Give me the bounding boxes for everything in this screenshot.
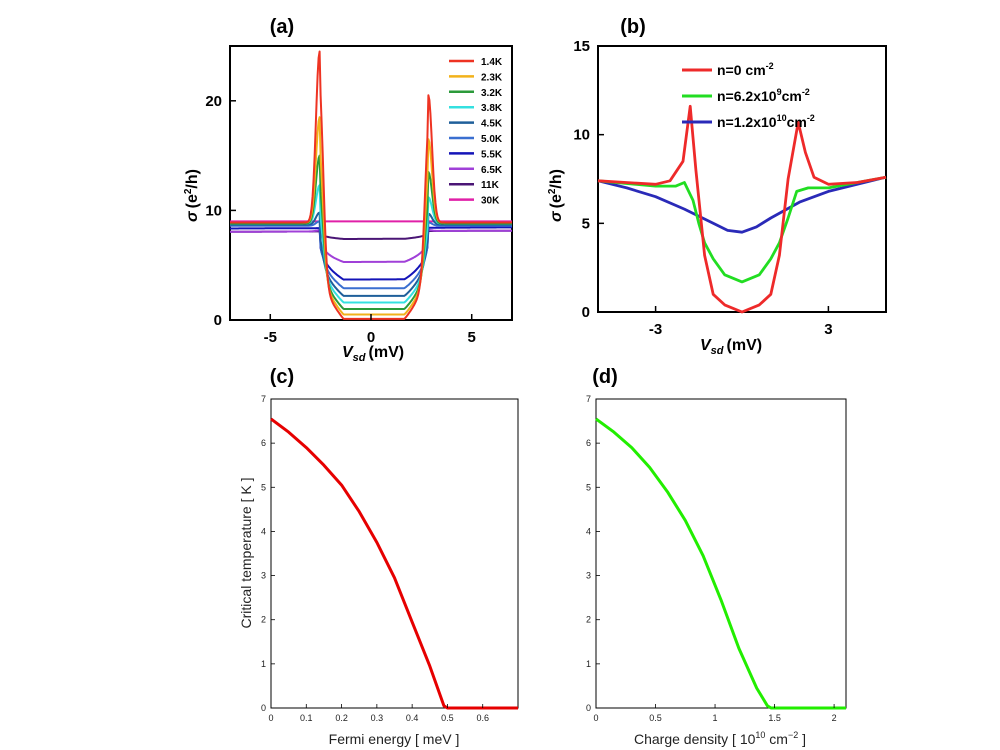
- y-tick-label: 6: [261, 438, 266, 448]
- series-5.0K: [230, 220, 512, 290]
- panel-b-ticks: -3 3 0 5 10 15: [573, 38, 832, 338]
- panel-b: (b) -3 3 0 5 10 15 n=0 cm-2 n=6.2x109cm-2 n=1.2…: [547, 16, 887, 357]
- y-tick-label: 0: [582, 304, 590, 321]
- panel-c-ticks: 0 0.1 0.2 0.3 0.4 0.5 0.6 0 1 2 3 4 5 6 7: [261, 394, 489, 723]
- panel-a-label: (a): [270, 16, 294, 38]
- series-2: [597, 175, 887, 234]
- legend-entry: 2.3K: [481, 72, 503, 83]
- y-tick-label: 3: [261, 571, 266, 581]
- panel-d-xlabel: Charge density [ 1010 cm−2 ]: [634, 730, 806, 747]
- x-tick-label: -5: [264, 329, 277, 346]
- legend-entry: n=1.2x1010cm-2: [717, 113, 815, 130]
- series-4.5K: [230, 211, 512, 297]
- x-tick-label: 0: [593, 713, 598, 723]
- y-tick-label: 1: [586, 659, 591, 669]
- y-tick-label: 15: [573, 38, 590, 55]
- y-tick-label: 3: [586, 571, 591, 581]
- legend-entry: 5.0K: [481, 134, 503, 145]
- y-tick-label: 0: [586, 703, 591, 713]
- panel-c-frame: [270, 398, 519, 709]
- series-5.5K: [230, 226, 512, 281]
- panel-c-label: (c): [270, 366, 294, 388]
- legend-entry: 30K: [481, 196, 500, 207]
- panel-d-frame: [595, 398, 847, 709]
- x-tick-label: 1.5: [768, 713, 781, 723]
- panel-a-ylabel: σ(e2/h): [183, 169, 201, 222]
- panel-b-label: (b): [620, 16, 646, 38]
- x-tick-label: 5: [468, 329, 476, 346]
- tc-curve-d: [595, 417, 846, 710]
- panel-d-label: (d): [592, 366, 618, 388]
- y-tick-label: 10: [573, 127, 590, 144]
- x-tick-label: 0.5: [441, 713, 454, 723]
- series-3.2K: [230, 154, 512, 310]
- legend-entry: 6.5K: [481, 165, 503, 176]
- y-tick-label: 2: [261, 615, 266, 625]
- panel-a-legend: 1.4K 2.3K 3.2K 3.8K 4.5K 5.0K 5.5K 6.5K 11K 30K: [449, 57, 503, 207]
- x-tick-label: 1: [713, 713, 718, 723]
- x-tick-label: 0: [268, 713, 273, 723]
- legend-entry: n=6.2x109cm-2: [717, 87, 810, 104]
- panel-b-legend: n=0 cm-2 n=6.2x109cm-2 n=1.2x1010cm-2: [682, 61, 815, 130]
- x-tick-label: 0.6: [476, 713, 489, 723]
- x-tick-label: 2: [832, 713, 837, 723]
- x-tick-label: 3: [824, 321, 832, 338]
- legend-entry: 1.4K: [481, 57, 503, 68]
- legend-entry: 3.2K: [481, 88, 503, 99]
- panel-a-ticks: -5 0 5 0 10 20: [205, 93, 476, 346]
- series-0: [597, 104, 887, 314]
- x-tick-label: 0: [367, 329, 375, 346]
- y-tick-label: 20: [205, 93, 222, 110]
- y-tick-label: 2: [586, 615, 591, 625]
- y-tick-label: 5: [586, 482, 591, 492]
- panel-c-xlabel: Fermi energy [ meV ]: [329, 731, 460, 747]
- y-tick-label: 5: [261, 482, 266, 492]
- y-tick-label: 0: [214, 312, 222, 329]
- x-tick-label: 0.5: [649, 713, 662, 723]
- y-tick-label: 4: [261, 526, 266, 536]
- x-tick-label: 0.1: [300, 713, 313, 723]
- legend-entry: 11K: [481, 180, 500, 191]
- panel-c-curves: [270, 417, 518, 710]
- series-1: [597, 175, 887, 284]
- legend-entry: n=0 cm-2: [717, 61, 774, 78]
- y-tick-label: 1: [261, 659, 266, 669]
- legend-entry: 5.5K: [481, 149, 503, 160]
- panel-d: (d) 0 0.5 1 1.5 2 0 1 2 3 4 5 6 7 Charge density [ 1…: [586, 366, 847, 747]
- x-tick-label: 0.3: [371, 713, 384, 723]
- y-tick-label: 4: [586, 526, 591, 536]
- y-tick-label: 5: [582, 215, 590, 232]
- legend-entry: 3.8K: [481, 103, 503, 114]
- series-2.3K: [230, 116, 512, 316]
- y-tick-label: 10: [205, 202, 222, 219]
- panel-b-xlabel: Vsd (mV): [700, 337, 762, 357]
- y-tick-label: 7: [261, 394, 266, 404]
- y-tick-label: 7: [586, 394, 591, 404]
- panel-d-curves: [595, 417, 846, 710]
- y-tick-label: 6: [586, 438, 591, 448]
- panel-b-ylabel: σ(e2/h): [547, 169, 565, 222]
- panel-b-frame: [597, 45, 887, 313]
- x-tick-label: 0.2: [335, 713, 348, 723]
- panel-a-xlabel: Vsd (mV): [342, 344, 404, 364]
- panel-a: (a) -5 0 5 0 10 20 1.4K 2.3K 3.2K 3.8K 4.5K 5.0K 5.…: [183, 16, 513, 364]
- panel-b-curves: [597, 104, 887, 314]
- panel-c: (c) 0 0.1 0.2 0.3 0.4 0.5 0.6 0 1 2 3 4 5 6 7 Fermi en…: [238, 366, 519, 747]
- legend-entry: 4.5K: [481, 119, 503, 130]
- x-tick-label: 0.4: [406, 713, 419, 723]
- panel-d-ticks: 0 0.5 1 1.5 2 0 1 2 3 4 5 6 7: [586, 394, 837, 723]
- series-3.8K: [230, 184, 512, 304]
- panel-c-ylabel: Critical temperature [ K ]: [238, 478, 254, 629]
- tc-curve-c: [270, 417, 518, 710]
- x-tick-label: -3: [649, 321, 662, 338]
- y-tick-label: 0: [261, 703, 266, 713]
- series-6.5K: [230, 228, 512, 263]
